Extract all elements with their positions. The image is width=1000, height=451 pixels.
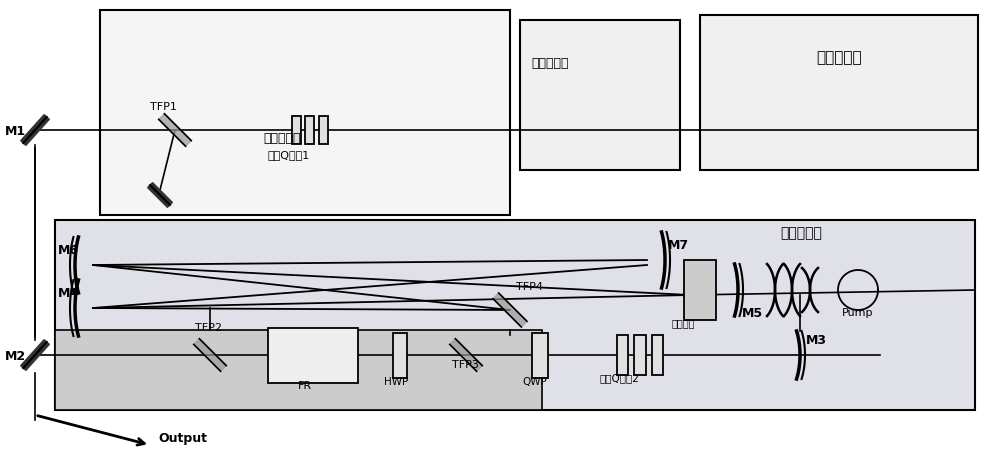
- Polygon shape: [194, 339, 226, 371]
- Bar: [100, 10, 510, 215]
- Bar: [634, 335, 646, 375]
- Text: HWP: HWP: [384, 377, 408, 387]
- Text: M3: M3: [806, 334, 827, 347]
- Bar: [684, 260, 716, 320]
- Text: M2: M2: [5, 350, 26, 363]
- Text: 再生放大器: 再生放大器: [780, 226, 822, 240]
- Bar: [617, 335, 628, 375]
- Text: 电光Q开剳2: 电光Q开剳2: [600, 373, 640, 383]
- Text: M6: M6: [58, 244, 79, 257]
- Text: M5: M5: [742, 307, 763, 320]
- Bar: [292, 116, 301, 144]
- Text: 增益晶体: 增益晶体: [672, 318, 696, 328]
- Text: 电光Q开关1: 电光Q开关1: [267, 150, 309, 160]
- Text: M4: M4: [58, 287, 79, 300]
- Text: TFP1: TFP1: [150, 102, 177, 112]
- Bar: [520, 20, 680, 170]
- Bar: [55, 330, 542, 410]
- Polygon shape: [159, 114, 191, 146]
- Text: Pump: Pump: [842, 308, 874, 318]
- Bar: [700, 15, 978, 170]
- Bar: [393, 332, 407, 377]
- Text: 光隔离系统: 光隔离系统: [531, 57, 569, 70]
- Text: FR: FR: [298, 381, 312, 391]
- Text: QWP: QWP: [522, 377, 547, 387]
- Text: TFP4: TFP4: [516, 282, 543, 292]
- Bar: [55, 220, 975, 410]
- Text: TFP3: TFP3: [452, 360, 479, 370]
- Text: 脉冲选单器: 脉冲选单器: [263, 132, 300, 145]
- Bar: [532, 332, 548, 377]
- Text: M7: M7: [668, 239, 689, 252]
- Text: TFP2: TFP2: [195, 323, 222, 333]
- Polygon shape: [21, 115, 49, 145]
- Bar: [319, 116, 328, 144]
- Text: Output: Output: [158, 432, 207, 445]
- Polygon shape: [493, 293, 527, 327]
- Bar: [268, 327, 358, 382]
- Text: 锁模振荚器: 锁模振荚器: [816, 50, 862, 65]
- Polygon shape: [148, 183, 172, 207]
- Polygon shape: [21, 340, 49, 370]
- Bar: [305, 116, 314, 144]
- Text: M1: M1: [5, 125, 26, 138]
- Bar: [652, 335, 663, 375]
- Polygon shape: [450, 339, 482, 371]
